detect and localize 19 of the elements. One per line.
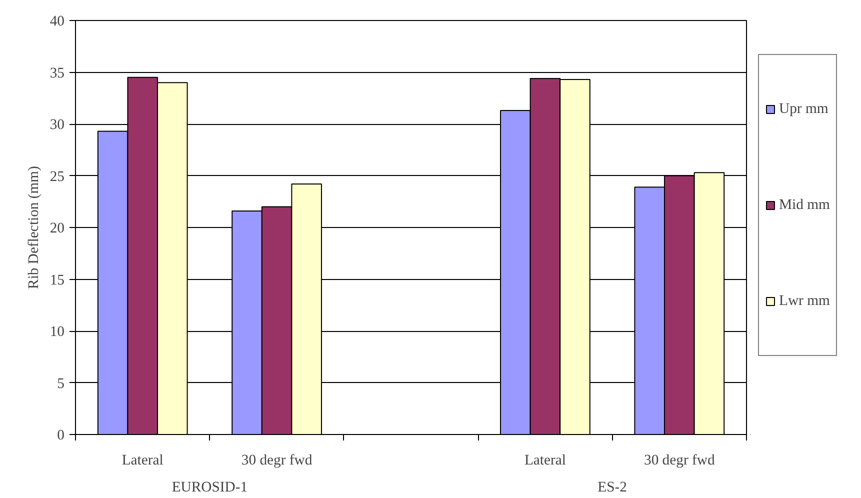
x-tick-label: 30 degr fwd <box>241 452 313 468</box>
y-axis-title: Rib Deflection (mm) <box>26 166 42 289</box>
x-tick-label: Lateral <box>524 452 566 468</box>
y-tick-label: 5 <box>57 376 64 392</box>
y-tick-label: 40 <box>50 14 64 30</box>
y-tick-label: 10 <box>50 324 64 340</box>
y-tick-label: 0 <box>57 428 64 444</box>
text: ES-2 <box>598 480 627 496</box>
x-tick-label: 30 degr fwd <box>644 452 716 468</box>
legend-label: Lwr mm <box>779 292 830 310</box>
legend-label: Mid mm <box>779 196 830 214</box>
y-tick-label: 35 <box>50 65 64 82</box>
y-tick-label: 15 <box>50 272 64 288</box>
legend-label: Upr mm <box>779 100 828 118</box>
y-tick-label: 25 <box>50 168 64 185</box>
y-tick-label: 30 <box>50 117 64 133</box>
text: EUROSID-1 <box>172 480 248 496</box>
x-tick-label: Lateral <box>122 452 164 468</box>
y-tick-label: 20 <box>50 220 64 236</box>
